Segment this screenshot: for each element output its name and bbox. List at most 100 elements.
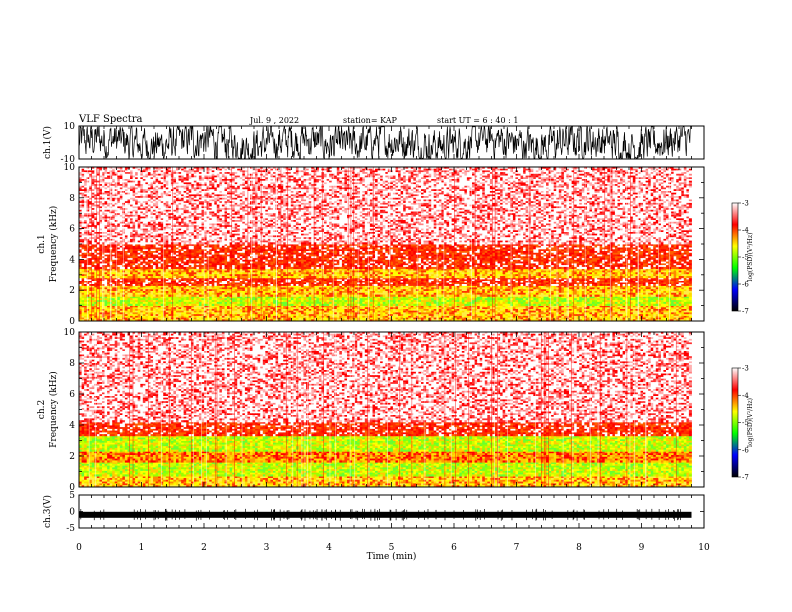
spectro-cell xyxy=(339,319,343,322)
spectro-cell xyxy=(147,312,151,315)
spectro-cell xyxy=(196,312,200,315)
spectro-cell xyxy=(142,315,146,318)
spectro-cell xyxy=(79,309,82,312)
spectro-cell xyxy=(592,310,595,313)
spectro-cell xyxy=(637,303,641,306)
spectro-cell xyxy=(589,310,593,313)
spectro-cell xyxy=(359,319,363,322)
spectro-cell xyxy=(209,307,213,310)
spectro-cell xyxy=(431,296,435,299)
spectro-cell xyxy=(546,312,549,315)
spectro-cell xyxy=(551,305,555,308)
spectro-cell xyxy=(446,296,450,299)
spectro-cell xyxy=(191,315,195,318)
spectro-cell xyxy=(191,317,195,320)
spectro-cell xyxy=(142,303,146,306)
spectro-cell xyxy=(507,296,511,299)
spectro-cell xyxy=(428,310,432,313)
spectro-cell xyxy=(520,309,524,312)
spectro-cell xyxy=(140,310,144,313)
spectro-cell xyxy=(135,310,139,313)
spectro-cell xyxy=(653,317,657,320)
spectro-cell xyxy=(181,314,185,317)
spectro-cell xyxy=(681,317,685,320)
spectro-cell xyxy=(267,309,271,312)
spectro-cell xyxy=(232,294,236,297)
spectro-cell xyxy=(244,310,248,313)
spectro-cell xyxy=(150,317,154,320)
spectro-cell xyxy=(153,319,156,322)
spectro-cell xyxy=(474,309,478,312)
spectro-cell xyxy=(456,310,460,313)
spectro-cell xyxy=(176,319,179,322)
spectro-cell xyxy=(181,310,185,313)
spectro-cell xyxy=(301,315,304,318)
spectro-cell xyxy=(604,294,608,297)
spectro-cell xyxy=(188,315,192,318)
spectro-cell xyxy=(497,301,501,305)
spectro-cell xyxy=(216,314,220,317)
spectro-cell xyxy=(558,312,562,315)
spectro-cell xyxy=(607,310,611,313)
spectro-cell xyxy=(247,315,251,318)
spectro-cell xyxy=(242,305,246,308)
spectro-cell xyxy=(221,310,225,313)
spectro-cell xyxy=(89,305,93,308)
spectro-cell xyxy=(408,294,412,297)
spectro-cell xyxy=(191,307,195,310)
spectro-cell xyxy=(247,310,251,313)
spectro-cell xyxy=(224,315,228,318)
spectro-cell xyxy=(336,305,340,308)
spectro-cell xyxy=(523,315,527,318)
spectro-cell xyxy=(392,303,396,306)
spectro-cell xyxy=(183,296,187,299)
spectro-cell xyxy=(232,315,236,318)
spectro-cell xyxy=(410,310,414,313)
spectro-cell xyxy=(584,310,588,313)
spectro-cell xyxy=(438,315,442,318)
spectro-cell xyxy=(433,309,437,312)
spectro-cell xyxy=(237,296,241,299)
spectro-cell xyxy=(347,310,350,313)
spectro-cell xyxy=(295,303,299,306)
spectro-cell xyxy=(364,303,368,306)
spectro-cell xyxy=(239,305,243,308)
spectro-cell xyxy=(224,309,228,312)
spectro-cell xyxy=(533,312,537,315)
spectro-cell xyxy=(648,315,652,318)
spectro-cell xyxy=(398,301,401,305)
spectro-cell xyxy=(311,312,315,315)
spectro-cell xyxy=(487,301,491,305)
spectro-cell xyxy=(640,305,644,308)
spectro-cell xyxy=(155,312,159,315)
spectro-cell xyxy=(507,305,511,308)
spectro-cell xyxy=(456,305,460,308)
spectro-cell xyxy=(316,298,320,301)
spectro-cell xyxy=(306,309,310,312)
spectro-cell xyxy=(196,315,200,318)
spectro-cell xyxy=(173,303,177,306)
spectro-cell xyxy=(456,314,460,317)
spectro-cell xyxy=(461,312,465,315)
spectro-cell xyxy=(515,303,519,306)
spectro-cell xyxy=(438,309,442,312)
spectro-cell xyxy=(280,319,284,322)
spectro-cell xyxy=(94,309,98,312)
spectro-cell xyxy=(117,307,121,310)
spectro-cell xyxy=(405,296,409,299)
spectro-cell xyxy=(438,314,442,317)
spectro-cell xyxy=(298,319,302,322)
spectro-cell xyxy=(119,315,123,318)
spectro-cell xyxy=(354,301,358,305)
spectro-cell xyxy=(336,310,340,313)
spectro-cell xyxy=(676,305,680,308)
spectro-cell xyxy=(130,303,133,306)
spectro-cell xyxy=(449,305,453,308)
spectro-cell xyxy=(518,314,521,317)
spectro-cell xyxy=(408,317,412,320)
spectro-cell xyxy=(117,317,121,320)
spectro-cell xyxy=(283,317,287,320)
spectro-cell xyxy=(204,305,208,308)
spectro-cell xyxy=(456,312,460,315)
spectro-cell xyxy=(653,319,657,322)
